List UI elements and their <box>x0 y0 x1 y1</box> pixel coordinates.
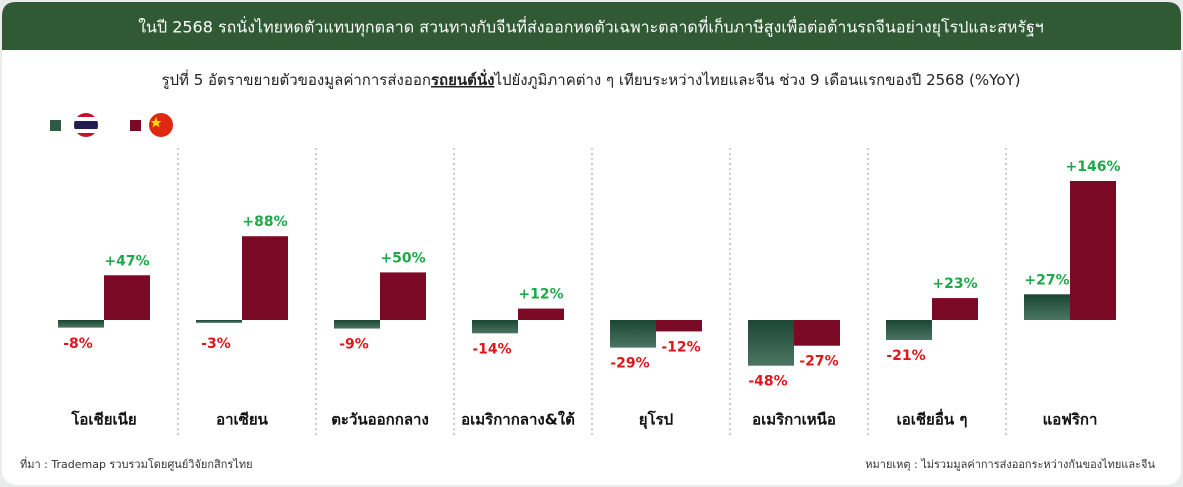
legend-swatch <box>50 120 61 131</box>
value-label: +47% <box>104 253 149 269</box>
subtitle-part: ไปยังภูมิภาคต่าง ๆ เทียบระหว่างไทยและจีน… <box>493 71 1020 89</box>
bar <box>58 320 104 328</box>
value-label: -8% <box>63 336 93 352</box>
value-label: -12% <box>661 339 700 355</box>
bar <box>196 320 242 323</box>
value-label: -48% <box>748 374 787 390</box>
bar <box>1070 181 1116 320</box>
x-tick-label: ยุโรป <box>639 410 673 430</box>
note: หมายเหตุ : ไม่รวมมูลค่าการส่งออกระหว่างก… <box>865 458 1155 471</box>
bar <box>334 320 380 329</box>
legend <box>50 113 173 137</box>
flag-star <box>150 117 162 128</box>
x-tick-label: ตะวันออกกลาง <box>331 411 429 429</box>
bar <box>380 272 426 320</box>
x-tick-label: เอเชียอื่น ๆ <box>897 409 968 429</box>
china-flag <box>149 113 173 137</box>
value-label: -14% <box>472 341 511 357</box>
bar <box>932 298 978 320</box>
value-label: -3% <box>201 336 231 352</box>
bar <box>518 308 564 320</box>
x-tick-label: โอเชียเนีย <box>70 410 136 429</box>
thai-flag <box>74 113 98 137</box>
bar <box>656 320 702 332</box>
value-label: -29% <box>610 356 649 372</box>
subtitle-part: รูปที่ 5 อัตราขยายตัวของมูลค่าการส่งออก <box>161 69 430 89</box>
x-tick-label: อเมริกากลาง&ใต้ <box>461 411 575 429</box>
source: ที่มา : Trademap รวบรวมโดยศูนย์วิจัยกสิก… <box>20 456 253 471</box>
bar <box>610 320 656 348</box>
bar <box>472 320 518 334</box>
value-label: +88% <box>242 214 287 230</box>
bar <box>886 320 932 340</box>
value-label: +12% <box>518 287 563 303</box>
value-label: -21% <box>886 348 925 364</box>
bar <box>104 275 150 320</box>
subtitle: รูปที่ 5 อัตราขยายตัวของมูลค่าการส่งออกร… <box>161 69 1020 89</box>
x-tick-label: แอฟริกา <box>1043 411 1098 429</box>
banner <box>2 2 1181 50</box>
x-tick-label: อเมริกาเหนือ <box>752 411 836 429</box>
bar <box>794 320 840 346</box>
bar <box>1024 294 1070 320</box>
value-label: +146% <box>1066 159 1121 175</box>
subtitle-part: รถยนต์นั่ง <box>431 69 495 89</box>
banner-title: ในปี 2568 รถนั่งไทยหดตัวแทบทุกตลาด สวนทา… <box>138 16 1044 38</box>
value-label: +27% <box>1024 272 1069 288</box>
value-label: -9% <box>339 337 369 353</box>
bar <box>748 320 794 366</box>
x-tick-label: อาเซียน <box>216 411 269 429</box>
value-label: -27% <box>799 354 838 370</box>
value-label: +23% <box>932 276 977 292</box>
value-label: +50% <box>380 250 425 266</box>
legend-swatch <box>130 120 141 131</box>
bar <box>242 236 288 320</box>
